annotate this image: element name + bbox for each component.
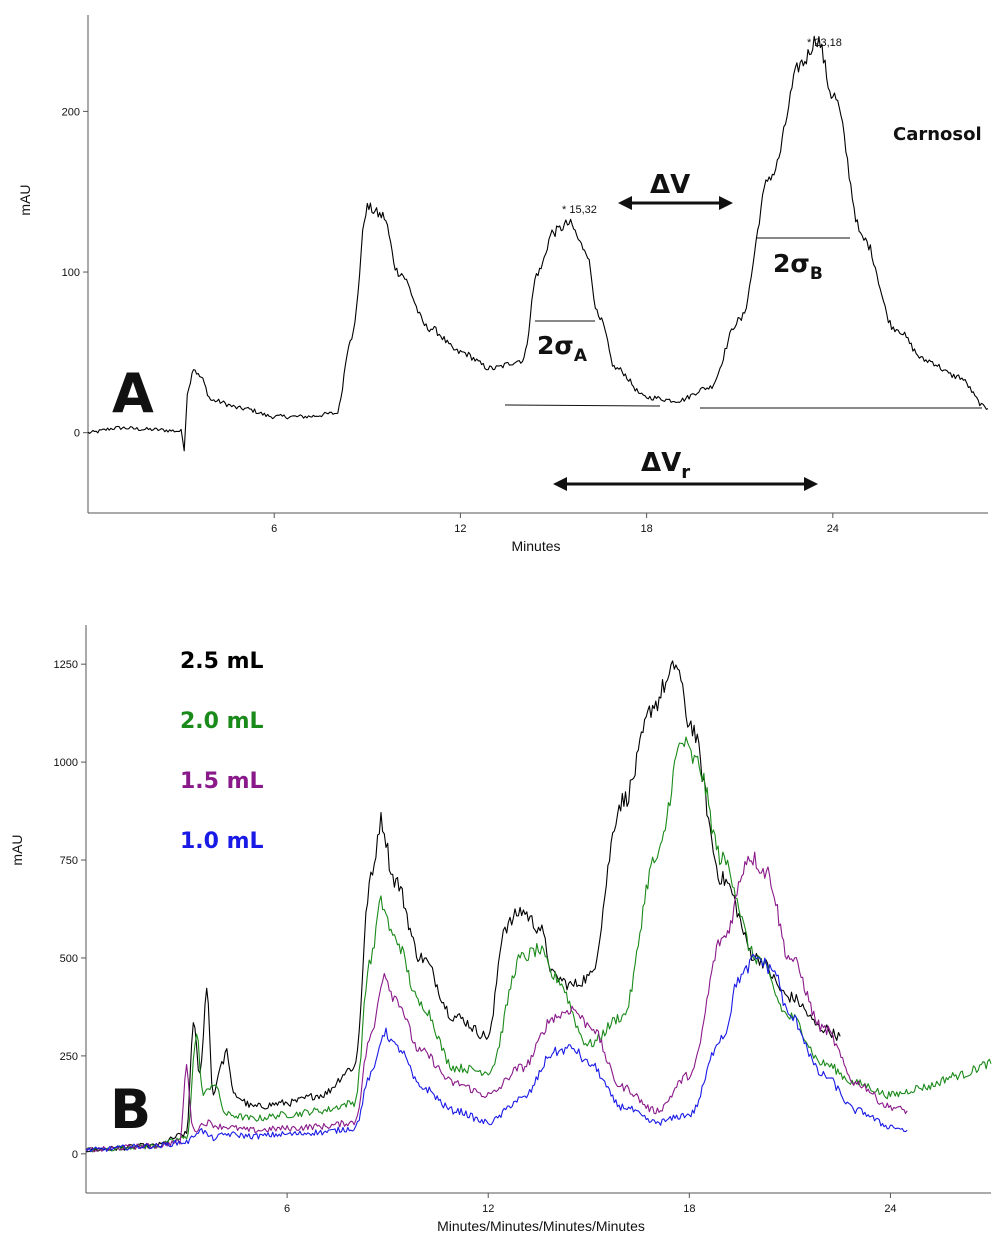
x-tick-label: 6: [271, 523, 277, 535]
series-line-chromatogram: [87, 35, 989, 452]
delta-v-arrow: [618, 196, 733, 210]
annotation-2: Carnosol: [893, 124, 982, 145]
legend-entry: 2.5 mL: [180, 649, 264, 674]
x-tick-label: 12: [454, 523, 466, 535]
y-tick-label: 0: [74, 428, 80, 440]
annotation-5: 2σB: [773, 249, 823, 284]
baseline-a: [504, 404, 661, 407]
x-tick-label: 24: [884, 1203, 896, 1215]
y-tick-label: 1250: [54, 659, 78, 671]
legend-entry: 1.5 mL: [180, 769, 264, 794]
series-line-1-0-mL: [85, 953, 908, 1153]
annotation-4: 2σA: [537, 331, 588, 366]
y-tick-label: 100: [62, 267, 80, 279]
x-axis-title: Minutes: [511, 538, 560, 554]
y-tick-label: 200: [62, 106, 80, 118]
delta-vr-arrow: [553, 477, 818, 491]
x-axis-title: Minutes/Minutes/Minutes/Minutes: [437, 1218, 645, 1234]
panel-label: A: [112, 362, 154, 425]
annotation-6: ΔVr: [641, 448, 690, 483]
legend-entry: 2.0 mL: [180, 709, 264, 734]
y-axis-title: mAU: [17, 184, 33, 215]
y-tick-label: 250: [60, 1051, 78, 1063]
y-tick-label: 500: [60, 953, 78, 965]
x-tick-label: 18: [640, 523, 652, 535]
x-tick-label: 24: [827, 523, 839, 535]
legend-entry: 1.0 mL: [180, 829, 264, 854]
series-line-1-5-mL: [85, 851, 908, 1153]
x-tick-label: 6: [284, 1203, 290, 1215]
annotation-0: * 15,32: [562, 204, 597, 216]
y-tick-label: 750: [60, 855, 78, 867]
series-line-2-5-mL: [86, 660, 841, 1153]
x-tick-label: 18: [683, 1203, 695, 1215]
annotation-3: ΔV: [650, 170, 690, 200]
y-tick-label: 1000: [54, 757, 78, 769]
x-tick-label: 12: [482, 1203, 494, 1215]
y-tick-label: 0: [72, 1149, 78, 1161]
series-line-2-0-mL: [85, 736, 992, 1153]
panel-label: B: [110, 1078, 151, 1141]
annotation-1: * 23,18: [807, 37, 842, 49]
y-axis-title: mAU: [9, 834, 25, 865]
